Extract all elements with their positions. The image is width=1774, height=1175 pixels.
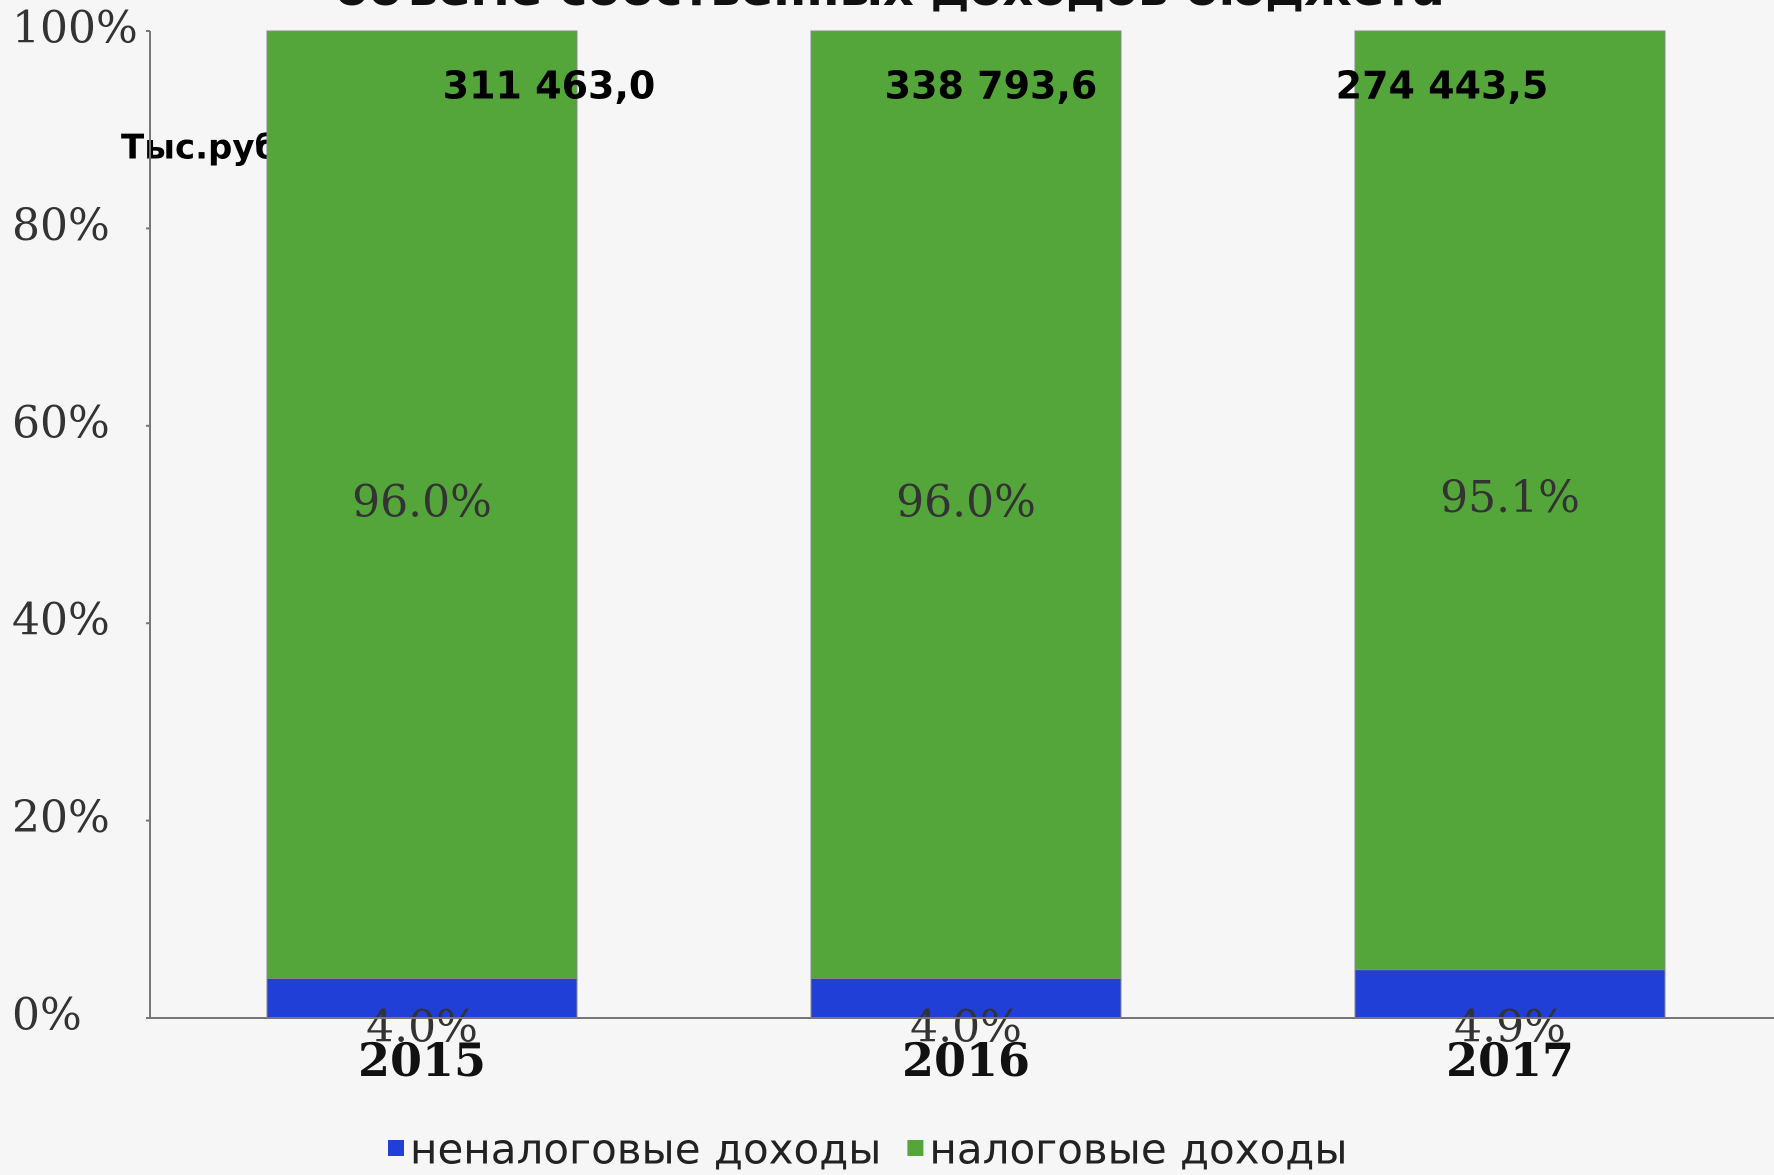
legend-swatch [388, 1140, 404, 1156]
legend-label: неналоговые доходы [410, 1125, 881, 1174]
data-label: 4.0% [910, 1002, 1022, 1053]
annotation: 311 463,0 [443, 64, 656, 108]
y-tick-label: 0% [12, 990, 82, 1041]
bar-segment [266, 30, 578, 980]
data-label: 4.9% [1454, 1002, 1566, 1053]
data-label: 96.0% [352, 476, 492, 527]
data-label: 96.0% [896, 476, 1036, 527]
legend-label: налоговые доходы [929, 1125, 1347, 1174]
legend-swatch [907, 1140, 924, 1156]
bar-segment [1354, 30, 1666, 971]
data-label: 4.0% [366, 1002, 478, 1053]
x-tick-label: 2015 [358, 1033, 486, 1087]
chart-title: объеме собственных доходов бюджета [335, 0, 1444, 17]
y-tick-label: 40% [12, 595, 110, 646]
y-tick-label: 100% [12, 3, 138, 54]
x-tick-label: 2017 [1446, 1033, 1574, 1087]
x-tick-label: 2016 [902, 1033, 1030, 1087]
y-tick-label: 80% [12, 200, 110, 251]
annotation: 274 443,5 [1336, 64, 1549, 108]
y-tick-label: 60% [12, 397, 110, 448]
y-tick-label: 20% [12, 792, 110, 843]
data-label: 95.1% [1440, 472, 1580, 523]
bar-segment [1354, 969, 1666, 1019]
unit-label: Тыс.руб. [121, 128, 291, 168]
bar-segment [810, 30, 1122, 980]
annotation: 338 793,6 [885, 64, 1098, 108]
